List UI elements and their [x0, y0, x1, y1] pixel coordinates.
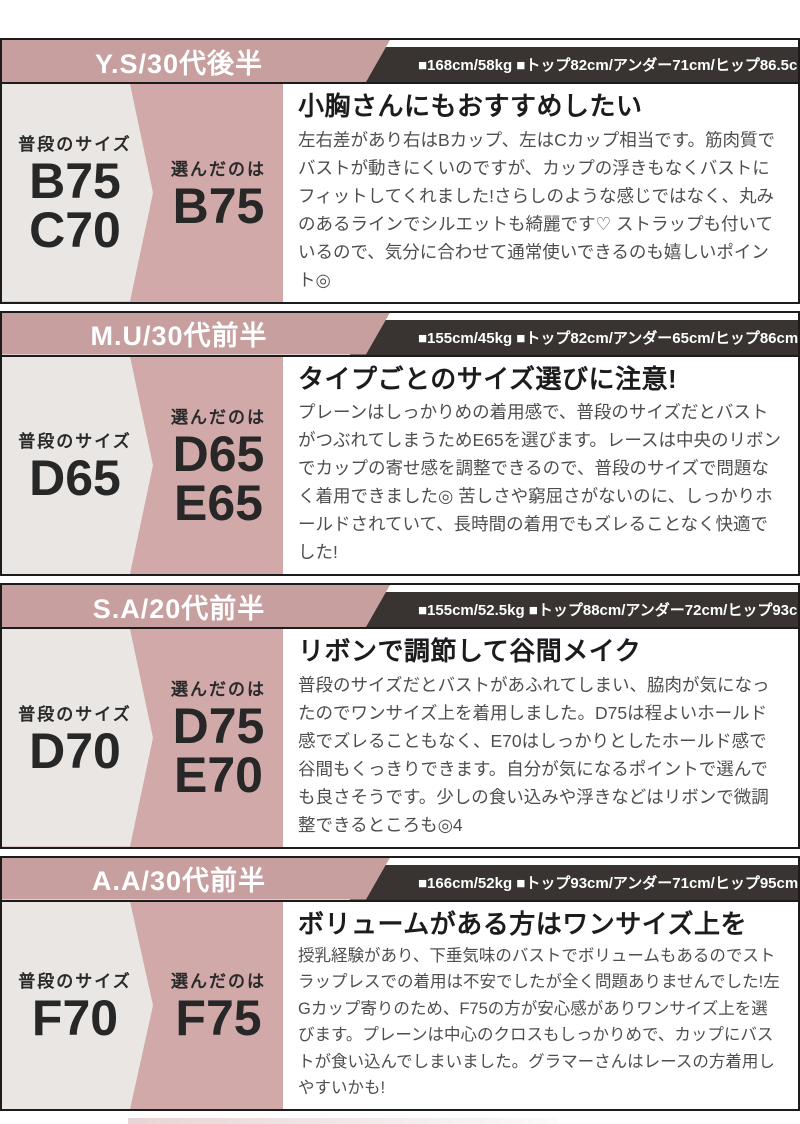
usual-size-label: 普段のサイズ: [18, 135, 132, 155]
measurements-text: ■168cm/58kg ■トップ82cm/アンダー71cm/ヒップ86.5cm …: [418, 57, 798, 74]
reviewer-chip: Y.S/30代後半: [2, 40, 390, 82]
reviewer-name: A.A/30代前半: [91, 866, 267, 896]
measurements-bar: ■155cm/52.5kg ■トップ88cm/アンダー72cm/ヒップ93cm …: [350, 592, 798, 627]
section-body: 普段のサイズ D70 選んだのは D75 E70 リボンで調節して谷間メイク 普…: [2, 629, 798, 847]
usual-size-block: 普段のサイズ F70: [2, 902, 148, 1110]
review-body: 普段のサイズだとバストがあふれてしまい、脇肉が気になったのでワンサイズ上を着用し…: [298, 674, 770, 835]
size-arrow-shape: [2, 629, 153, 847]
reviewer-chip: S.A/20代前半: [2, 585, 390, 627]
reviewer-name: M.U/30代前半: [90, 321, 268, 351]
usual-size-value: D65: [29, 450, 121, 507]
section-header: ■155cm/45kg ■トップ82cm/アンダー65cm/ヒップ86cm ■や…: [2, 312, 798, 357]
size-panel: 普段のサイズ B75 C70 選んだのは B75: [2, 84, 283, 302]
review-body: 左右差があり右はBカップ、左はCカップ相当です。筋肉質でバストが動きにくいのです…: [298, 129, 776, 290]
usual-size-value: D70: [29, 722, 121, 779]
reviewer-name: S.A/20代前半: [92, 593, 266, 624]
section-body: 普段のサイズ D65 選んだのは D65 E65 タイプごとのサイズ選びに注意!…: [2, 356, 798, 575]
review-title: タイプごとのサイズ選びに注意!: [298, 363, 678, 394]
section-body: 普段のサイズ B75 C70 選んだのは B75 小胸さんにもおすすめしたい 左…: [2, 84, 798, 302]
measurements-text: ■155cm/45kg ■トップ82cm/アンダー65cm/ヒップ86cm ■や…: [418, 329, 798, 347]
usual-size-label: 普段のサイズ: [18, 704, 132, 724]
chosen-size-label: 選んだのは: [171, 680, 266, 700]
size-panel: 普段のサイズ D65 選んだのは D65 E65: [2, 356, 283, 575]
section-header: ■166cm/52kg ■トップ93cm/アンダー71cm/ヒップ95cm ■標…: [2, 857, 798, 902]
reviewer-chip: M.U/30代前半: [2, 313, 390, 355]
chosen-size-label: 選んだのは: [171, 407, 266, 427]
section-header: ■155cm/52.5kg ■トップ88cm/アンダー72cm/ヒップ93cm …: [2, 585, 798, 629]
review-text-block: 小胸さんにもおすすめしたい 左右差があり右はBカップ、左はCカップ相当です。筋肉…: [283, 84, 798, 302]
chosen-size-block: 選んだのは D75 E70: [154, 629, 283, 847]
review-text-block: リボンで調節して谷間メイク 普段のサイズだとバストがあふれてしまい、脇肉が気にな…: [283, 629, 798, 847]
chosen-size-value: B75: [172, 177, 265, 234]
review-title: リボンで調節して谷間メイク: [298, 636, 642, 666]
chosen-size-value: D75 E70: [172, 698, 265, 804]
size-review-list: ■168cm/58kg ■トップ82cm/アンダー71cm/ヒップ86.5cm …: [0, 38, 800, 1124]
usual-size-value: B75 C70: [29, 153, 121, 259]
ghost-artifact: [128, 1118, 558, 1124]
size-arrow-shape: [2, 356, 153, 574]
usual-size-block: 普段のサイズ B75 C70: [2, 84, 148, 302]
size-panel: 普段のサイズ D70 選んだのは D75 E70: [2, 629, 283, 847]
chosen-size-label: 選んだのは: [171, 159, 266, 179]
review-text-block: ボリュームがある方はワンサイズ上を 授乳経験があり、下垂気味のバストでボリューム…: [283, 902, 798, 1110]
usual-size-value: F70: [31, 990, 119, 1047]
measurements-text: ■155cm/52.5kg ■トップ88cm/アンダー72cm/ヒップ93cm …: [418, 602, 798, 619]
review-section: ■155cm/45kg ■トップ82cm/アンダー65cm/ヒップ86cm ■や…: [0, 310, 800, 576]
usual-size-block: 普段のサイズ D70: [2, 629, 148, 847]
review-body: 授乳経験があり、下垂気味のバストでボリュームもあるのでストラップレスでの着用は不…: [298, 947, 780, 1097]
reviewer-name: Y.S/30代後半: [94, 48, 264, 79]
chosen-size-value: D65 E65: [172, 425, 265, 531]
section-body: 普段のサイズ F70 選んだのは F75 ボリュームがある方はワンサイズ上を 授…: [2, 901, 798, 1110]
review-title: 小胸さんにもおすすめしたい: [298, 91, 643, 121]
review-text-block: タイプごとのサイズ選びに注意! プレーンはしっかりめの着用感で、普段のサイズだと…: [283, 357, 798, 575]
usual-size-block: 普段のサイズ D65: [2, 357, 148, 575]
review-section: ■168cm/58kg ■トップ82cm/アンダー71cm/ヒップ86.5cm …: [0, 38, 800, 304]
size-arrow-shape: [2, 84, 153, 302]
chosen-size-value: F75: [175, 990, 262, 1047]
review-body: プレーンはしっかりめの着用感で、普段のサイズだとバストがつぶれてしまうためE65…: [298, 402, 781, 562]
size-panel: 普段のサイズ F70 選んだのは F75: [2, 901, 283, 1110]
review-section: ■155cm/52.5kg ■トップ88cm/アンダー72cm/ヒップ93cm …: [0, 583, 800, 849]
section-header: ■168cm/58kg ■トップ82cm/アンダー71cm/ヒップ86.5cm …: [2, 40, 798, 84]
review-title: ボリュームがある方はワンサイズ上を: [298, 908, 747, 939]
chosen-size-block: 選んだのは F75: [154, 902, 283, 1110]
review-section: ■166cm/52kg ■トップ93cm/アンダー71cm/ヒップ95cm ■標…: [0, 855, 800, 1112]
reviewer-chip: A.A/30代前半: [2, 858, 390, 900]
usual-size-label: 普段のサイズ: [18, 972, 132, 992]
measurements-bar: ■155cm/45kg ■トップ82cm/アンダー65cm/ヒップ86cm ■や…: [350, 319, 798, 355]
usual-size-label: 普段のサイズ: [18, 432, 132, 452]
measurements-bar: ■168cm/58kg ■トップ82cm/アンダー71cm/ヒップ86.5cm …: [350, 47, 798, 82]
chosen-size-block: 選んだのは D65 E65: [154, 357, 283, 575]
chosen-size-block: 選んだのは B75: [154, 84, 283, 302]
measurements-text: ■166cm/52kg ■トップ93cm/アンダー71cm/ヒップ95cm ■標…: [418, 874, 798, 892]
measurements-bar: ■166cm/52kg ■トップ93cm/アンダー71cm/ヒップ95cm ■標…: [350, 864, 798, 900]
chosen-size-label: 選んだのは: [171, 972, 266, 992]
